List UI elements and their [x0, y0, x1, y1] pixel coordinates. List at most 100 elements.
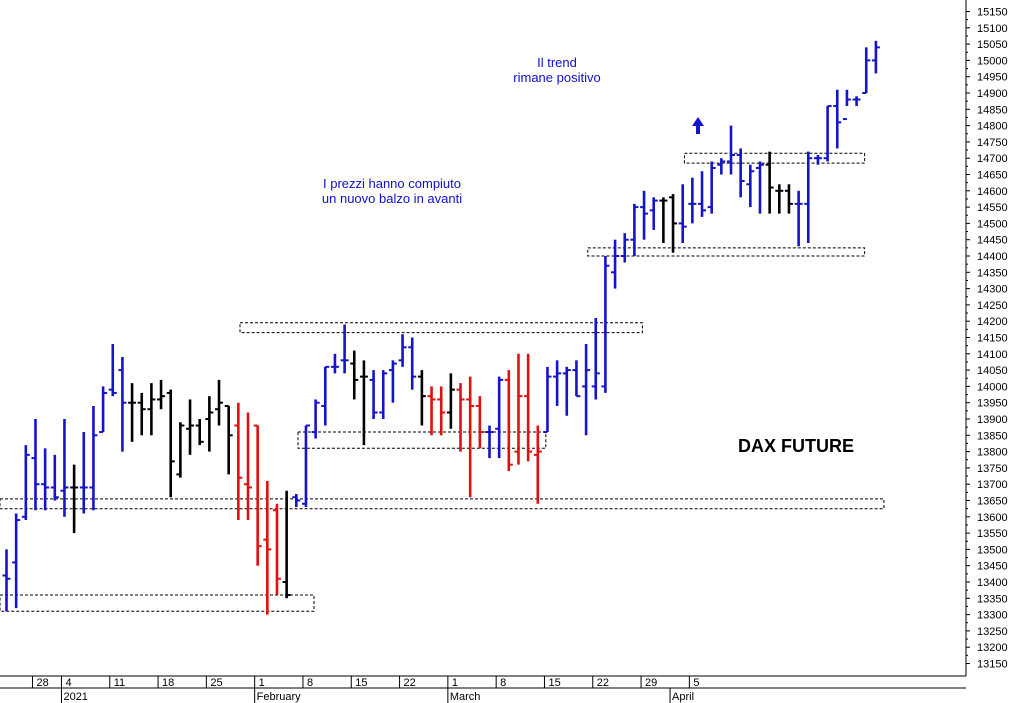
ohlc-bar [99, 386, 108, 434]
y-tick-label: 14350 [977, 267, 1008, 279]
x-tick-label: 15 [548, 677, 560, 689]
ohlc-bar [398, 334, 407, 367]
ohlc-bar [205, 396, 214, 452]
ohlc-bar [688, 177, 697, 224]
y-tick-label: 13850 [977, 430, 1008, 442]
x-tick-label: 1 [452, 677, 458, 689]
ohlc-bar [466, 376, 475, 498]
arrow-shaft [696, 125, 700, 134]
y-tick-label: 14300 [977, 284, 1008, 296]
y-tick-label: 14600 [977, 186, 1008, 198]
zone-2 [297, 431, 547, 449]
zone-5 [683, 152, 866, 164]
x-tick-label: 22 [597, 677, 609, 689]
ohlc-bar [852, 96, 861, 107]
ohlc-bar [862, 47, 871, 94]
y-tick-label: 14750 [977, 137, 1008, 149]
ohlc-bar [514, 353, 523, 465]
support-resistance-zones [0, 152, 885, 612]
ohlc-bar [543, 366, 552, 434]
y-tick-label: 14950 [977, 72, 1008, 84]
ohlc-bar [601, 256, 610, 393]
ohlc-bar [186, 399, 195, 455]
x-tick-label: 28 [36, 677, 48, 689]
y-tick-label: 15100 [977, 23, 1008, 35]
ohlc-bar [784, 184, 793, 214]
ohlc-bar [765, 151, 774, 214]
x-tick-label: 29 [645, 677, 657, 689]
ohlc-bar [572, 360, 581, 398]
x-tick-label: 11 [114, 677, 125, 689]
y-tick-label: 14450 [977, 235, 1008, 247]
y-tick-label: 13350 [977, 593, 1008, 605]
ohlc-bar [195, 419, 204, 446]
y-tick-label: 13800 [977, 447, 1008, 459]
y-tick-label: 14800 [977, 121, 1008, 133]
ohlc-bar [244, 412, 252, 521]
period-label: 2021 [63, 691, 87, 703]
y-axis-ticks: 13150 13200 13250 13300 13350 13400 13450 13500… [966, 7, 1008, 671]
ohlc-bar [253, 424, 262, 566]
zone-0 [0, 594, 315, 612]
ohlc-bar [301, 424, 310, 508]
x-tick-label: 8 [500, 677, 506, 689]
ohlc-bar [340, 324, 349, 374]
ohlc-bar [775, 184, 784, 214]
ohlc-bar [330, 353, 339, 374]
ohlc-bar [311, 399, 320, 439]
ohlc-bar [736, 148, 745, 198]
ohlc-bar [446, 373, 455, 429]
ohlc-bar [456, 383, 465, 452]
ohlc-bar [659, 197, 668, 243]
y-tick-label: 13300 [977, 610, 1008, 622]
y-tick-label: 14100 [977, 349, 1008, 361]
x-tick-label: 18 [162, 677, 174, 689]
period-label: March [450, 691, 481, 703]
x-tick-label: 1 [259, 677, 265, 689]
ohlc-bar [611, 239, 620, 289]
ohlc-bar [89, 405, 98, 511]
ohlc-bar [417, 370, 426, 426]
annotations: I prezzi hanno compiuto un nuovo balzo i… [322, 55, 854, 456]
y-tick-label: 13200 [977, 642, 1008, 654]
ohlc-bar [640, 190, 649, 240]
trend-up-arrow-icon [692, 117, 704, 134]
ohlc-bar [224, 404, 233, 475]
ohlc-bar [350, 350, 359, 400]
ohlc-bar [427, 386, 436, 436]
ohlc-bar [475, 396, 484, 449]
y-tick-label: 14900 [977, 88, 1008, 100]
ohlc-bar [533, 425, 542, 504]
ohlc-bar [669, 194, 678, 253]
ohlc-bar [369, 370, 378, 419]
ohlc-bar [166, 389, 175, 498]
ohlc-bar [649, 197, 658, 230]
zone-1 [0, 498, 885, 510]
y-tick-label: 13550 [977, 528, 1008, 540]
period-label: April [672, 691, 694, 703]
ohlc-bar [79, 432, 88, 514]
y-tick-label: 14500 [977, 218, 1008, 230]
ohlc-bar [282, 490, 291, 599]
ohlc-bar [176, 422, 185, 478]
y-tick-label: 13600 [977, 512, 1008, 524]
ohlc-bar [707, 161, 716, 214]
y-tick-label: 14150 [977, 333, 1008, 345]
ohlc-bar [495, 376, 504, 459]
chart-title: DAX FUTURE [738, 436, 854, 456]
y-tick-label: 15150 [977, 7, 1008, 19]
ohlc-bar [215, 379, 224, 426]
ohlc-bar [118, 357, 127, 452]
annotation-balzo-line-2: un nuovo balzo in avanti [322, 191, 462, 206]
x-tick-label: 5 [693, 677, 699, 689]
ohlc-bar [157, 379, 166, 410]
ohlc-bar [630, 203, 639, 256]
zone-4 [587, 247, 866, 257]
ohlc-bar [717, 158, 726, 175]
y-tick-label: 13500 [977, 544, 1008, 556]
ohlc-bar [678, 184, 687, 243]
ohlc-bar [842, 89, 851, 121]
